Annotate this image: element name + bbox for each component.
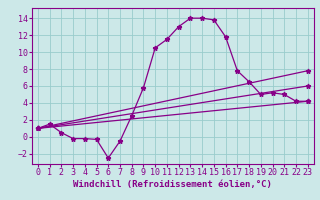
X-axis label: Windchill (Refroidissement éolien,°C): Windchill (Refroidissement éolien,°C) bbox=[73, 180, 272, 189]
